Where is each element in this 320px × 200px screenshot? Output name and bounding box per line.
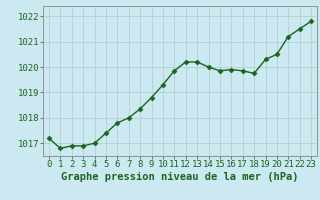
X-axis label: Graphe pression niveau de la mer (hPa): Graphe pression niveau de la mer (hPa): [61, 172, 299, 182]
